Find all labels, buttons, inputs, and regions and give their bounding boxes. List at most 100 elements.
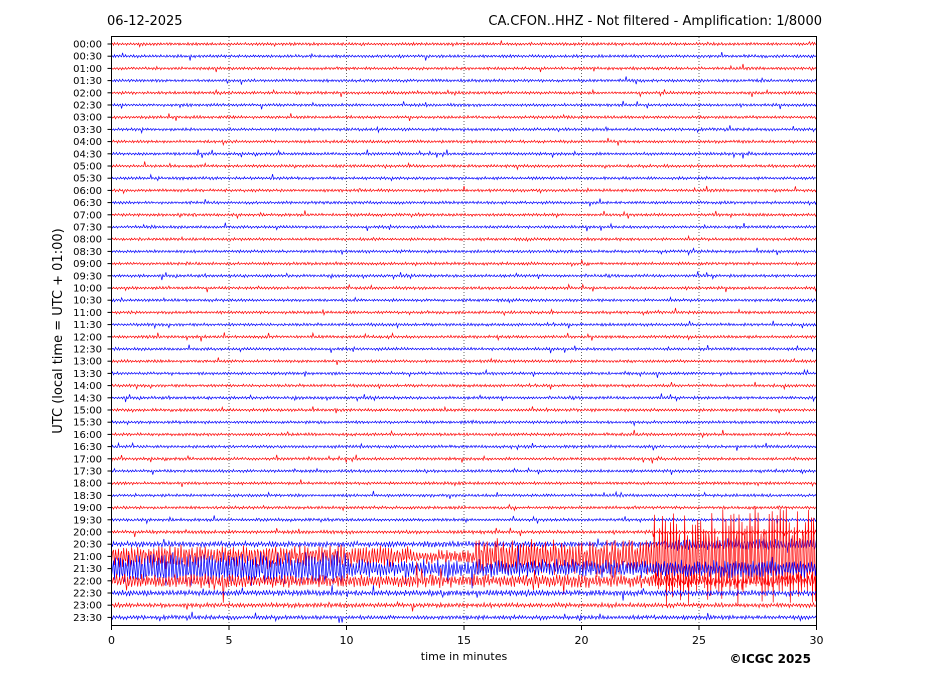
y-tick-label: 00:30 [73,52,102,63]
y-tick-label: 19:30 [73,515,102,526]
trace-0330 [111,125,817,135]
y-tick-label: 17:00 [73,454,102,465]
x-tick-label: 0 [108,634,115,647]
y-tick-label: 15:00 [73,406,102,417]
y-tick-label: 23:00 [73,601,102,612]
trace-2200 [111,561,817,603]
trace-0830 [111,247,817,257]
y-tick-label: 08:00 [73,235,102,246]
y-tick-label: 04:00 [73,137,102,148]
trace-1830 [111,490,817,499]
trace-1430 [111,393,817,403]
trace-1030 [111,296,817,304]
y-tick-label: 20:00 [73,528,102,539]
y-tick-label: 16:30 [73,442,102,453]
grid-lines [228,37,700,625]
trace-0530 [111,173,817,182]
y-tick-label: 23:30 [73,613,102,624]
y-tick-label: 01:00 [73,64,102,75]
y-tick-label: 03:00 [73,113,102,124]
y-tick-label: 12:00 [73,332,102,343]
y-tick-label: 05:00 [73,162,102,173]
y-tick-label: 20:30 [73,540,102,551]
trace-1700 [111,454,817,464]
y-tick-label: 14:30 [73,393,102,404]
y-tick-label: 22:00 [73,576,102,587]
x-tick-label: 15 [457,634,471,647]
y-tick-label: 22:30 [73,589,102,600]
y-tick-label: 09:00 [73,259,102,270]
plot-frame [111,36,817,626]
y-tick-label: 06:30 [73,198,102,209]
x-tick-label: 10 [340,634,354,647]
trace-0130 [111,76,817,85]
y-tick-label: 01:30 [73,76,102,87]
trace-1900 [111,503,817,512]
trace-1300 [111,357,817,365]
y-tick-label: 10:00 [73,284,102,295]
y-tick-label: 07:00 [73,210,102,221]
trace-0400 [111,137,817,147]
trace-1930 [111,515,817,525]
trace-1100 [111,307,817,317]
trace-1800 [111,479,817,487]
y-tick-label: 03:30 [73,125,102,136]
x-tick-label: 30 [810,634,824,647]
y-tick-label: 00:00 [73,40,102,51]
y-tick-label: 12:30 [73,345,102,356]
y-tick-label: 10:30 [73,296,102,307]
trace-0730 [111,222,817,232]
y-axis-label: UTC (local time = UTC + 01:00) [51,228,66,433]
x-tick-label: 20 [575,634,589,647]
y-tick-label: 11:00 [73,308,102,319]
y-tick-label: 13:30 [73,369,102,380]
x-tick-label: 25 [692,634,706,647]
trace-0630 [111,198,817,207]
y-tick-label: 06:00 [73,186,102,197]
trace-2000 [111,527,817,538]
trace-2230 [111,585,817,601]
y-tick-label: 05:30 [73,174,102,185]
trace-0100 [111,63,817,73]
trace-1200 [111,331,817,342]
trace-1230 [111,344,817,354]
trace-2100 [111,505,817,607]
trace-group [111,40,817,623]
trace-0430 [111,149,817,159]
y-tick-label: 08:30 [73,247,102,258]
trace-2130 [111,546,817,589]
trace-0000 [111,40,817,48]
y-tick-label: 19:00 [73,503,102,514]
trace-0700 [111,210,817,220]
y-tick-label: 07:30 [73,223,102,234]
trace-0800 [111,234,817,243]
trace-1730 [111,466,817,475]
y-tick-label: 17:30 [73,467,102,478]
trace-0500 [111,161,817,171]
trace-0230 [111,100,817,110]
date-label: 06-12-2025 [107,14,183,29]
y-tick-label: 02:00 [73,88,102,99]
trace-1600 [111,429,817,439]
y-tick-label: 14:00 [73,381,102,392]
y-tick-label: 18:00 [73,479,102,490]
trace-2300 [111,600,817,612]
y-tick-label: 21:00 [73,552,102,563]
trace-2030 [111,538,817,553]
trace-1400 [111,381,817,391]
trace-0900 [111,259,817,268]
trace-0030 [111,52,817,61]
y-tick-label: 02:30 [73,101,102,112]
x-tick-labels: 0 5 10 15 20 25 30 [108,626,824,647]
x-axis-label: time in minutes [421,650,508,663]
y-tick-label: 09:30 [73,271,102,282]
y-tick-label: 11:30 [73,320,102,331]
trace-0300 [111,113,817,121]
trace-1530 [111,419,817,427]
y-tick-label: 13:00 [73,357,102,368]
trace-1000 [111,283,817,293]
x-tick-label: 5 [226,634,233,647]
y-tick-label: 04:30 [73,149,102,160]
